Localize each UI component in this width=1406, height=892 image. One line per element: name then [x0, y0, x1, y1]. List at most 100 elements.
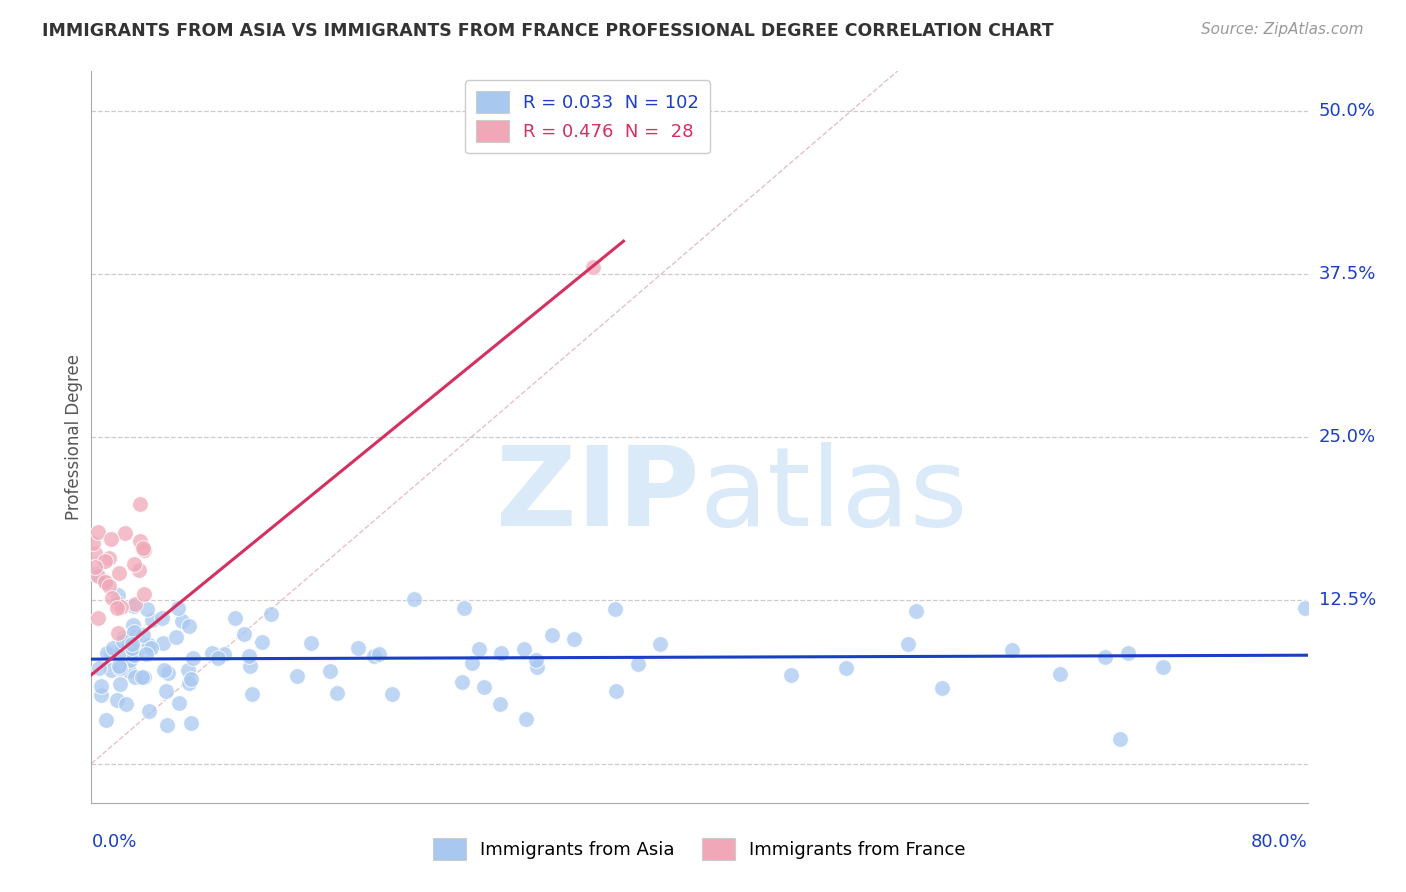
Point — [512, 642, 534, 657]
Point — [515, 712, 537, 726]
Text: 50.0%: 50.0% — [1319, 102, 1375, 120]
Point — [84, 546, 107, 560]
Point — [489, 697, 512, 711]
Text: 0.0%: 0.0% — [91, 833, 136, 851]
Point — [124, 670, 146, 684]
Point — [107, 626, 129, 640]
Point — [152, 664, 174, 678]
Point — [931, 681, 953, 696]
Point — [239, 659, 262, 673]
Point — [648, 637, 671, 651]
Point — [381, 687, 404, 701]
Point — [363, 648, 385, 663]
Point — [260, 607, 283, 621]
Point — [180, 716, 202, 731]
Point — [152, 635, 174, 649]
Point — [562, 632, 585, 647]
Point — [132, 627, 155, 641]
Point — [122, 557, 145, 571]
Point — [94, 574, 117, 589]
Point — [472, 680, 495, 694]
Point — [138, 704, 160, 718]
Point — [87, 524, 110, 539]
Point — [605, 683, 627, 698]
Point — [897, 637, 920, 651]
Point — [155, 684, 177, 698]
Point — [136, 602, 159, 616]
Point — [1109, 732, 1132, 747]
Text: 12.5%: 12.5% — [1319, 591, 1376, 609]
Point — [156, 718, 179, 732]
Point — [122, 648, 145, 662]
Point — [201, 646, 224, 660]
Point — [84, 567, 107, 582]
Point — [132, 587, 155, 601]
Point — [835, 661, 858, 675]
Point — [107, 588, 129, 602]
Point — [131, 670, 153, 684]
Point — [141, 641, 163, 656]
Point — [122, 625, 145, 640]
Point — [165, 630, 187, 644]
Point — [1294, 600, 1316, 615]
Point — [138, 638, 160, 652]
Point — [129, 497, 152, 511]
Point — [326, 685, 349, 699]
Point — [181, 650, 204, 665]
Point — [118, 665, 141, 679]
Text: 25.0%: 25.0% — [1319, 428, 1376, 446]
Point — [124, 629, 146, 643]
Text: 37.5%: 37.5% — [1319, 265, 1376, 283]
Point — [100, 646, 122, 660]
Point — [1094, 649, 1116, 664]
Point — [453, 601, 475, 615]
Point — [526, 659, 548, 673]
Point — [110, 677, 132, 691]
Point — [240, 687, 263, 701]
Point — [177, 663, 200, 677]
Point — [627, 657, 650, 671]
Point — [128, 563, 150, 577]
Text: IMMIGRANTS FROM ASIA VS IMMIGRANTS FROM FRANCE PROFESSIONAL DEGREE CORRELATION C: IMMIGRANTS FROM ASIA VS IMMIGRANTS FROM … — [42, 22, 1054, 40]
Point — [177, 619, 200, 633]
Point — [94, 713, 117, 727]
Point — [318, 664, 340, 678]
Y-axis label: Professional Degree: Professional Degree — [65, 354, 83, 520]
Point — [156, 665, 179, 680]
Point — [84, 560, 107, 574]
Point — [346, 641, 368, 656]
Point — [167, 697, 190, 711]
Point — [100, 663, 122, 677]
Point — [103, 641, 125, 656]
Point — [129, 640, 152, 654]
Point — [285, 669, 308, 683]
Point — [87, 661, 110, 675]
Text: ZIP: ZIP — [496, 442, 699, 549]
Point — [101, 591, 124, 606]
Point — [135, 647, 157, 661]
Point — [110, 643, 132, 657]
Point — [98, 551, 121, 566]
Point — [129, 534, 152, 549]
Point — [233, 627, 256, 641]
Point — [214, 648, 236, 662]
Point — [82, 536, 104, 550]
Point — [1049, 667, 1071, 681]
Point — [90, 679, 112, 693]
Point — [94, 554, 117, 568]
Point — [461, 656, 484, 670]
Point — [131, 541, 153, 556]
Text: atlas: atlas — [699, 442, 967, 549]
Point — [180, 672, 202, 686]
Text: 80.0%: 80.0% — [1251, 833, 1308, 851]
Point — [179, 675, 201, 690]
Point — [94, 574, 117, 588]
Point — [402, 592, 425, 607]
Point — [110, 599, 132, 614]
Point — [118, 653, 141, 667]
Point — [112, 631, 135, 645]
Point — [105, 600, 128, 615]
Point — [238, 648, 260, 663]
Point — [167, 601, 190, 615]
Point — [105, 596, 128, 610]
